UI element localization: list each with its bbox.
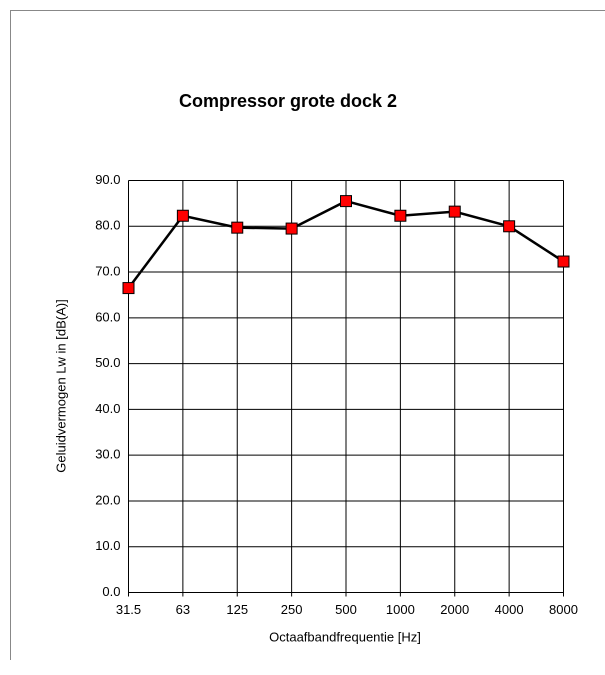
x-tick-label: 31.5: [116, 602, 141, 617]
marker: [503, 220, 516, 233]
marker: [557, 255, 570, 268]
marker: [448, 205, 461, 218]
marker: [285, 222, 298, 235]
x-tick-label: 2000: [440, 602, 469, 617]
y-tick-label: 20.0: [95, 492, 120, 507]
y-tick-label: 80.0: [95, 218, 120, 233]
marker: [340, 195, 352, 208]
x-tick-label: 4000: [495, 602, 524, 617]
x-tick-label: 63: [176, 602, 190, 617]
y-tick-label: 10.0: [95, 538, 120, 553]
marker: [394, 209, 407, 222]
y-tick-label: 70.0: [95, 263, 120, 278]
y-axis-label: Geluidvermogen Lw in [dB(A)]: [53, 299, 68, 472]
y-tick-label: 50.0: [95, 355, 120, 370]
y-tick-label: 0.0: [102, 584, 120, 599]
x-tick-label: 1000: [386, 602, 415, 617]
x-axis-label: Octaafbandfrequentie [Hz]: [269, 629, 421, 644]
x-tick-label: 125: [226, 602, 248, 617]
chart-title: Compressor grote dock 2: [179, 91, 397, 111]
x-tick-label: 250: [281, 602, 303, 617]
x-tick-label: 500: [335, 602, 357, 617]
y-tick-label: 90.0: [95, 172, 120, 187]
y-tick-label: 60.0: [95, 309, 120, 324]
x-tick-label: 8000: [549, 602, 578, 617]
marker: [122, 282, 135, 295]
marker: [176, 209, 189, 222]
y-tick-label: 40.0: [95, 401, 120, 416]
marker: [231, 221, 244, 234]
y-tick-label: 30.0: [95, 447, 120, 462]
